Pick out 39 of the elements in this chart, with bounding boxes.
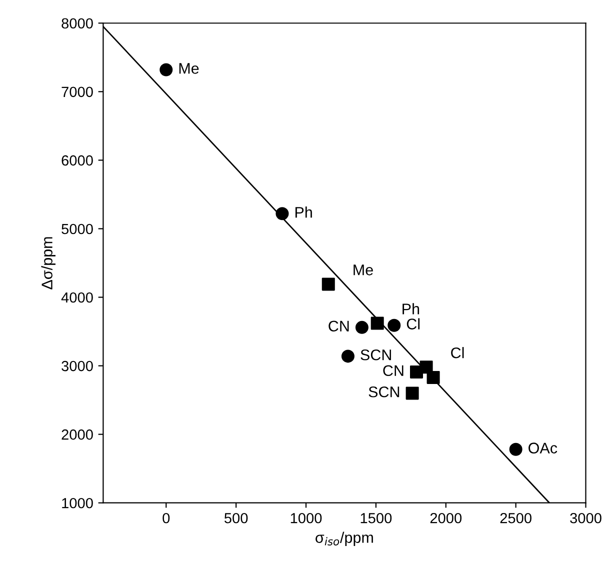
y-tick-label: 4000 xyxy=(61,292,93,303)
y-tick-label: 3000 xyxy=(62,360,93,372)
y-axis-title: Δσ/ppm xyxy=(41,237,56,290)
point xyxy=(355,320,368,334)
x-tick-label: 1500 xyxy=(360,512,392,524)
annotation: Me xyxy=(354,264,373,276)
point xyxy=(322,278,335,291)
point xyxy=(420,360,433,374)
y-tick-label: 1000 xyxy=(62,498,93,508)
annotation: CN xyxy=(328,320,349,332)
point xyxy=(370,316,384,330)
point xyxy=(509,442,522,456)
y-tick-label: 5000 xyxy=(62,224,93,234)
annotation: CN xyxy=(383,365,404,376)
annotation: SCN xyxy=(360,349,391,360)
annotation: OAc xyxy=(528,442,558,454)
x-tick-label: 2000 xyxy=(430,512,462,524)
x-tick-label: 2500 xyxy=(500,512,532,524)
point xyxy=(276,207,289,220)
annotation: Me xyxy=(179,63,199,74)
x-tick-label: 500 xyxy=(224,512,248,524)
point xyxy=(406,386,419,400)
x-tick-label: 0 xyxy=(162,512,170,524)
y-tick-label: 8000 xyxy=(62,18,93,29)
x-tick-label: 3000 xyxy=(570,512,602,524)
y-tick-label: 7000 xyxy=(62,86,93,98)
y-tick-label: 6000 xyxy=(62,155,93,166)
annotation: SCN xyxy=(368,386,400,398)
annotation: Ph xyxy=(295,206,312,218)
x-tick-label: 1000 xyxy=(290,512,322,524)
annotation: Cl xyxy=(451,347,464,358)
annotation: Cl xyxy=(406,318,420,330)
y-tick-label: 2000 xyxy=(62,429,93,440)
point xyxy=(426,370,440,384)
point xyxy=(341,350,354,363)
point xyxy=(388,318,401,332)
point xyxy=(160,63,173,76)
annotation: Ph xyxy=(402,303,420,314)
x-axis-title: σ$_{iso}$/ppm xyxy=(316,532,373,546)
